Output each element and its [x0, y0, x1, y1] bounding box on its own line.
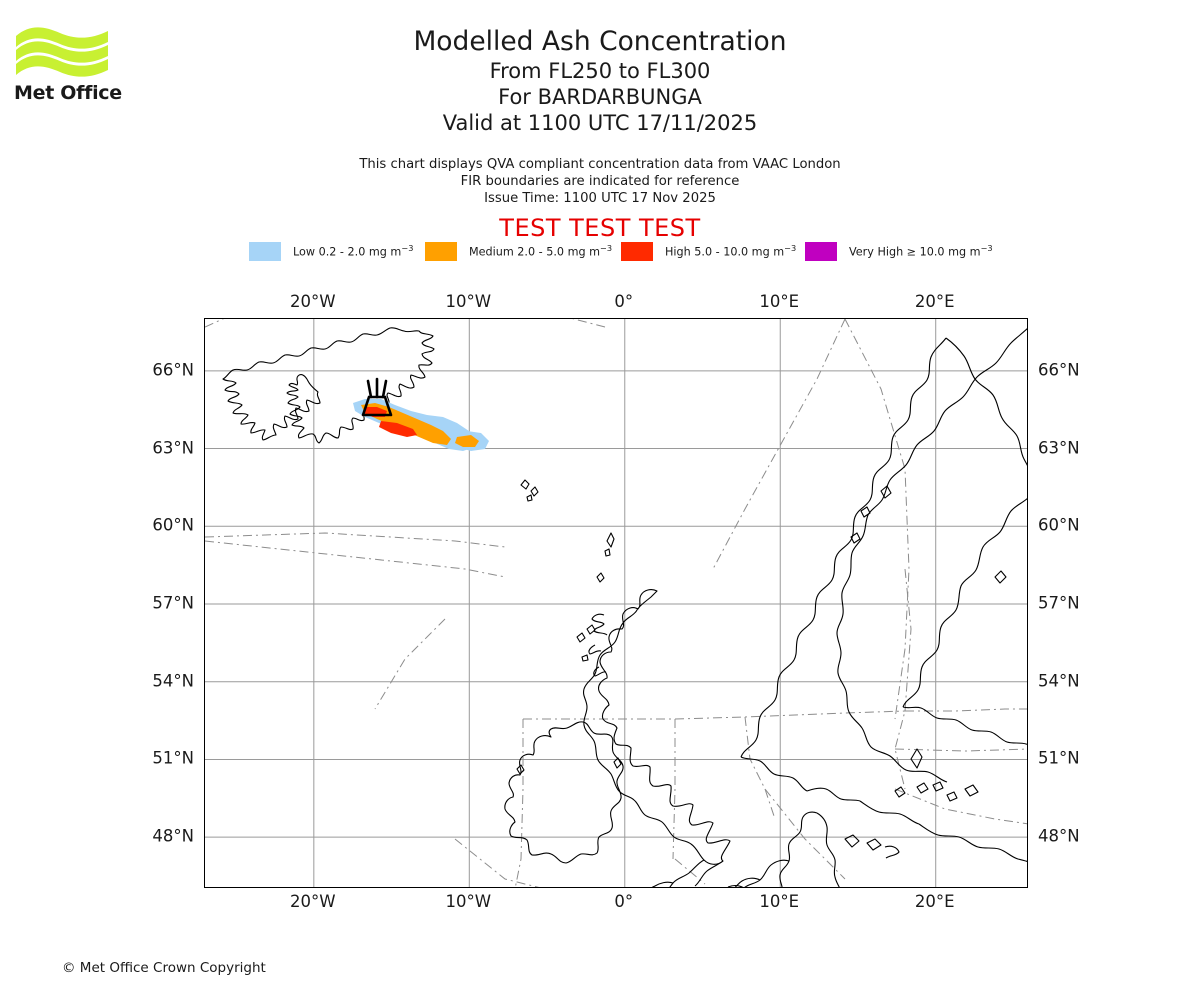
lat-tick-left-51°N: 51°N [152, 748, 194, 768]
continental-europe-coastline [651, 859, 790, 887]
lat-tick-right-57°N: 57°N [1038, 593, 1080, 613]
lat-tick-left-48°N: 48°N [152, 826, 194, 846]
lon-tick-top-20°E: 20°E [914, 292, 955, 311]
met-office-waves-icon [16, 27, 108, 77]
fir-boundaries [205, 319, 1027, 887]
test-banner: TEST TEST TEST [499, 214, 701, 242]
legend-label-low: Low 0.2 - 2.0 mg m−3 [293, 243, 414, 259]
disclaimer-line-1: This chart displays QVA compliant concen… [359, 157, 841, 172]
legend-item-medium: Medium 2.0 - 5.0 mg m−3 [425, 238, 612, 264]
map-frame [204, 318, 1028, 888]
lat-tick-left-60°N: 60°N [152, 515, 194, 535]
lon-tick-top-10°E: 10°E [759, 292, 800, 311]
copyright-notice: © Met Office Crown Copyright [62, 960, 266, 976]
coastlines [222, 327, 1027, 887]
lon-tick-bottom-10°W: 10°W [445, 892, 492, 911]
ash-plume-group [353, 399, 489, 451]
logo-text: Met Office [14, 82, 122, 104]
map-canvas [205, 319, 1027, 887]
great-britain-island [576, 589, 731, 865]
faroe-island-3 [526, 494, 533, 502]
legend-swatch-high [621, 241, 653, 261]
valid-time: Valid at 1100 UTC 17/11/2025 [442, 111, 758, 135]
shetland-island [606, 532, 615, 548]
lat-tick-right-54°N: 54°N [1038, 671, 1080, 691]
lon-tick-top-0°: 0° [614, 292, 634, 311]
flight-level-range: From FL250 to FL300 [489, 59, 711, 83]
faroe-island-1 [520, 479, 530, 490]
lon-tick-bottom-20°W: 20°W [290, 892, 336, 911]
shetland-island-2 [604, 548, 611, 557]
legend-label-high: High 5.0 - 10.0 mg m−3 [665, 243, 797, 259]
isle-of-man [613, 757, 622, 769]
legend-label-medium: Medium 2.0 - 5.0 mg m−3 [469, 243, 613, 259]
lon-tick-top-20°W: 20°W [290, 292, 336, 311]
lon-tick-bottom-20°E: 20°E [914, 892, 955, 911]
volcano-marker-icon [361, 377, 393, 417]
issue-time: Issue Time: 1100 UTC 17 Nov 2025 [484, 191, 716, 206]
lat-tick-right-48°N: 48°N [1038, 826, 1080, 846]
disclaimer-line-2: FIR boundaries are indicated for referen… [460, 174, 740, 189]
met-office-logo: Met Office [14, 22, 124, 112]
page-title: Modelled Ash Concentration [413, 26, 787, 57]
orkney-island [596, 572, 605, 583]
legend-item-very-high: Very High ≥ 10.0 mg m−3 [805, 238, 993, 264]
lat-tick-right-60°N: 60°N [1038, 515, 1080, 535]
lat-tick-left-54°N: 54°N [152, 671, 194, 691]
ireland-island [504, 721, 624, 864]
legend-item-low: Low 0.2 - 2.0 mg m−3 [249, 238, 413, 264]
ash-medium-contour-2 [455, 435, 479, 447]
lat-tick-right-51°N: 51°N [1038, 748, 1080, 768]
lat-tick-left-66°N: 66°N [152, 360, 194, 380]
faroe-island-2 [530, 486, 539, 497]
lat-tick-right-63°N: 63°N [1038, 438, 1080, 458]
lon-tick-top-10°W: 10°W [445, 292, 492, 311]
legend-label-very-high: Very High ≥ 10.0 mg m−3 [849, 243, 993, 259]
ash-high-contour-2 [379, 421, 417, 437]
lat-tick-right-66°N: 66°N [1038, 360, 1080, 380]
chart-title-block: Modelled Ash Concentration From FL250 to… [0, 26, 1200, 136]
graticule-lines [205, 319, 1027, 887]
iceland-coastline [222, 327, 435, 444]
concentration-legend: Low 0.2 - 2.0 mg m−3 Medium 2.0 - 5.0 mg … [0, 238, 1200, 264]
legend-item-high: High 5.0 - 10.0 mg m−3 [621, 238, 796, 264]
lat-tick-left-57°N: 57°N [152, 593, 194, 613]
legend-swatch-very-high [805, 241, 837, 261]
ash-concentration-map[interactable] [204, 318, 1028, 888]
lon-tick-bottom-10°E: 10°E [759, 892, 800, 911]
legend-swatch-low [249, 241, 281, 261]
chart-disclaimer-block: This chart displays QVA compliant concen… [0, 156, 1200, 207]
lon-tick-bottom-0°: 0° [614, 892, 634, 911]
lat-tick-left-63°N: 63°N [152, 438, 194, 458]
volcano-name: For BARDARBUNGA [498, 85, 702, 109]
legend-swatch-medium [425, 241, 457, 261]
scandinavia-coastline [740, 328, 1027, 887]
